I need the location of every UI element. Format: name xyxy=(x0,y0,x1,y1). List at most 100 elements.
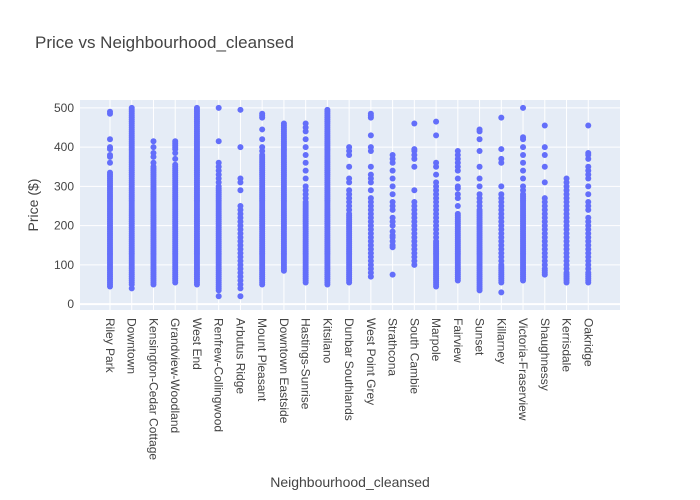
data-point xyxy=(237,293,244,300)
x-tick-label: Killarney xyxy=(494,318,508,364)
data-point xyxy=(259,144,266,151)
data-point xyxy=(259,126,266,133)
data-point xyxy=(172,155,179,162)
data-point xyxy=(498,114,505,121)
data-point xyxy=(476,183,483,190)
data-point xyxy=(476,136,483,143)
x-tick-label: Sunset xyxy=(473,318,487,356)
data-point xyxy=(563,175,570,182)
x-tick-label: Grandview-Woodland xyxy=(168,318,182,433)
y-axis-title: Price ($) xyxy=(25,179,41,232)
y-tick-label: 300 xyxy=(54,179,74,193)
data-point xyxy=(585,122,592,129)
data-point xyxy=(367,163,374,170)
x-tick-label: Oakridge xyxy=(581,318,595,367)
data-point xyxy=(150,144,157,151)
data-point xyxy=(346,187,353,194)
data-point xyxy=(107,144,113,151)
data-point xyxy=(237,144,244,151)
data-point xyxy=(107,169,113,176)
y-axis-tick-labels: 0 100 200 300 400 500 xyxy=(54,101,74,311)
data-point xyxy=(324,106,331,113)
data-point xyxy=(107,151,113,158)
data-point xyxy=(367,187,374,194)
x-tick-label: Kerrisdale xyxy=(560,318,574,372)
data-point xyxy=(172,161,179,168)
x-tick-label: West End xyxy=(190,318,204,370)
data-point xyxy=(585,191,592,198)
data-point xyxy=(389,271,396,278)
x-tick-label: West Point Grey xyxy=(364,318,378,405)
data-point xyxy=(389,191,396,198)
data-point xyxy=(454,202,461,209)
data-point xyxy=(585,199,592,206)
x-tick-label: Shaughnessy xyxy=(538,318,552,391)
data-point xyxy=(520,104,527,111)
data-point xyxy=(411,146,418,153)
x-tick-label: Downtown Eastside xyxy=(277,318,291,424)
data-point xyxy=(411,199,418,206)
data-point xyxy=(367,144,374,151)
data-point xyxy=(498,183,505,190)
data-point xyxy=(520,144,527,151)
data-point xyxy=(389,214,396,221)
data-point xyxy=(454,210,461,217)
data-point xyxy=(433,171,440,178)
data-point xyxy=(476,175,483,182)
data-point xyxy=(389,199,396,206)
data-point xyxy=(346,144,353,151)
data-point xyxy=(411,187,418,194)
data-point xyxy=(302,159,309,166)
data-point xyxy=(128,104,135,111)
x-tick-label: Renfrew-Collingwood xyxy=(212,318,226,432)
data-point xyxy=(433,118,440,125)
data-point xyxy=(520,175,527,182)
data-point xyxy=(411,120,418,127)
data-point xyxy=(215,159,222,166)
data-point xyxy=(541,195,548,202)
data-point xyxy=(367,110,374,117)
data-point xyxy=(237,187,244,194)
data-point xyxy=(237,106,244,113)
x-tick-label: Fairview xyxy=(451,318,465,363)
x-tick-label: Victoria-Fraserview xyxy=(516,318,530,421)
data-point xyxy=(107,136,113,143)
x-axis-tick-labels: Riley Park Downtown Kensington-Cedar Cotta… xyxy=(103,318,595,460)
x-tick-label: Strathcona xyxy=(386,318,400,376)
data-point xyxy=(302,167,309,174)
data-point xyxy=(498,146,505,153)
data-point xyxy=(346,163,353,170)
x-tick-label: Kensington-Cedar Cottage xyxy=(146,318,160,460)
data-point xyxy=(259,136,266,143)
data-point xyxy=(302,175,309,182)
data-point xyxy=(280,120,287,127)
data-point xyxy=(585,183,592,190)
y-tick-label: 0 xyxy=(67,297,74,311)
data-point xyxy=(215,138,222,145)
data-point xyxy=(454,191,461,198)
y-tick-label: 200 xyxy=(54,219,74,233)
data-point xyxy=(498,289,505,296)
data-point xyxy=(367,195,374,202)
data-point xyxy=(302,136,309,143)
data-point xyxy=(541,179,548,186)
data-point xyxy=(193,104,200,111)
x-tick-label: Downtown xyxy=(125,318,139,374)
data-point xyxy=(454,148,461,155)
data-point xyxy=(541,144,548,151)
data-point xyxy=(302,151,309,158)
data-point xyxy=(520,167,527,174)
x-tick-label: South Cambie xyxy=(407,318,421,394)
data-point xyxy=(172,138,179,145)
x-tick-label: Marpole xyxy=(429,318,443,362)
data-point xyxy=(541,151,548,158)
data-point xyxy=(433,159,440,166)
data-point xyxy=(215,293,222,300)
data-point xyxy=(541,122,548,129)
data-point xyxy=(346,175,353,182)
y-tick-label: 400 xyxy=(54,140,74,154)
x-tick-label: Hastings-Sunrise xyxy=(299,318,313,410)
data-point xyxy=(259,110,266,117)
data-point xyxy=(585,149,592,156)
